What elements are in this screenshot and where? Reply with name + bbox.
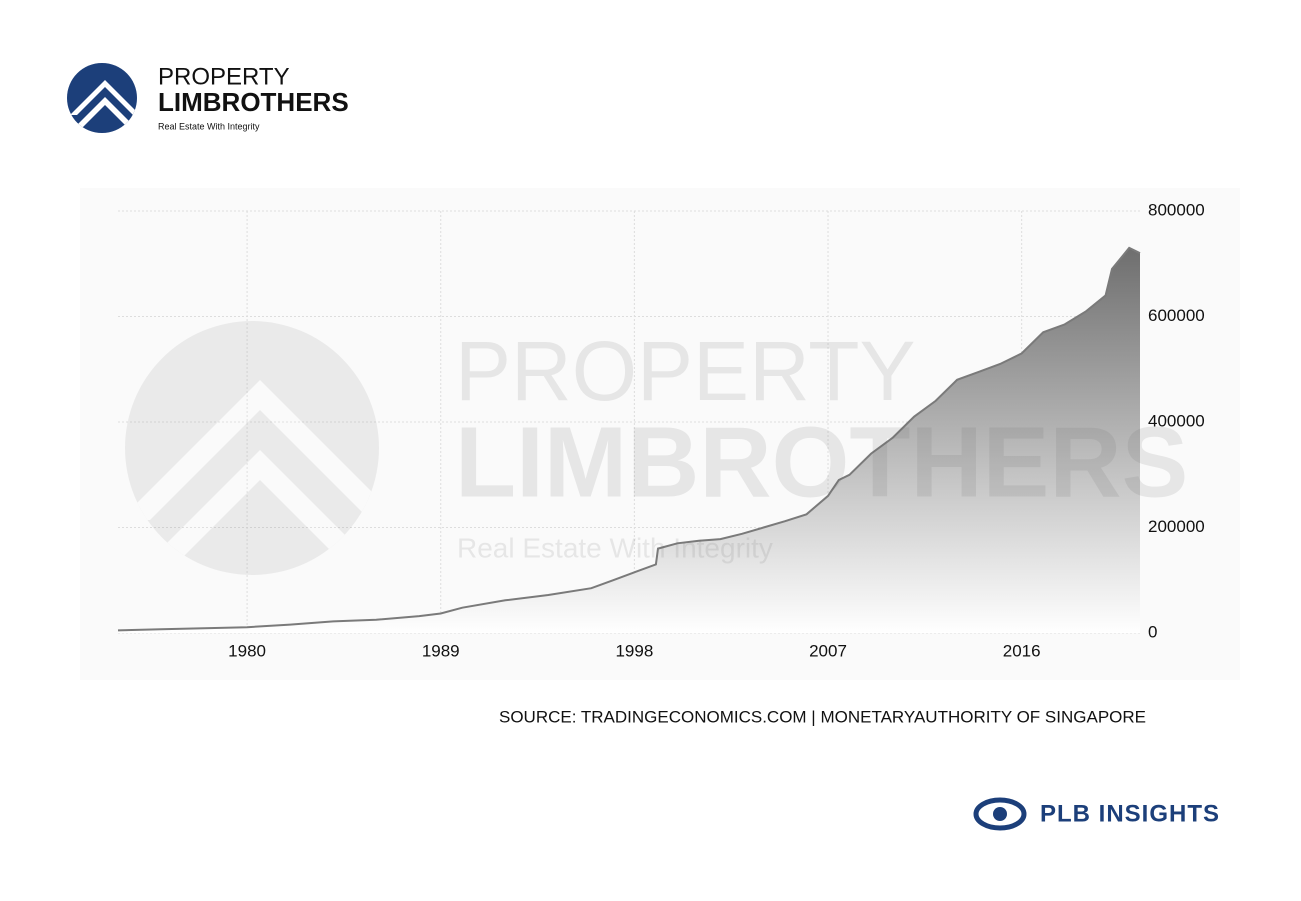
watermark-line2: LIMBROTHERS [455, 406, 1188, 518]
y-tick-label: 800000 [1148, 200, 1205, 219]
watermark-tagline: Real Estate With Integrity [457, 532, 773, 563]
source: SOURCE: TRADINGECONOMICS.COM | MONETARYA… [499, 707, 1146, 726]
footer: PLB INSIGHTS [1040, 800, 1220, 827]
brand-line2: LIMBROTHERS [158, 87, 349, 117]
x-tick-label: 1989 [422, 641, 460, 660]
plot [117, 246, 1141, 633]
brand-line1: PROPERTY [158, 63, 290, 90]
x-tick-label: 1998 [615, 641, 653, 660]
x-tick-label: 2007 [809, 641, 847, 660]
y-tick-label: 400000 [1148, 411, 1205, 430]
x-tick-label: 1980 [228, 641, 266, 660]
y-tick-label: 600000 [1148, 306, 1205, 325]
y-tick-label: 200000 [1148, 517, 1205, 536]
footer-icon [973, 797, 1027, 831]
logo [67, 63, 137, 133]
watermark: PROPERTY LIMBROTHERS Real Estate With In… [125, 321, 1188, 575]
area [118, 247, 1140, 633]
x-tick-label: 2016 [1003, 641, 1041, 660]
y-tick-label: 0 [1148, 622, 1157, 641]
brand-tagline: Real Estate With Integrity [158, 121, 260, 131]
watermark-line1: PROPERTY [455, 324, 916, 418]
line [117, 246, 1141, 632]
grid: 0 200000 400000 600000 800000 1980 1989 1998 200… [118, 200, 1205, 660]
